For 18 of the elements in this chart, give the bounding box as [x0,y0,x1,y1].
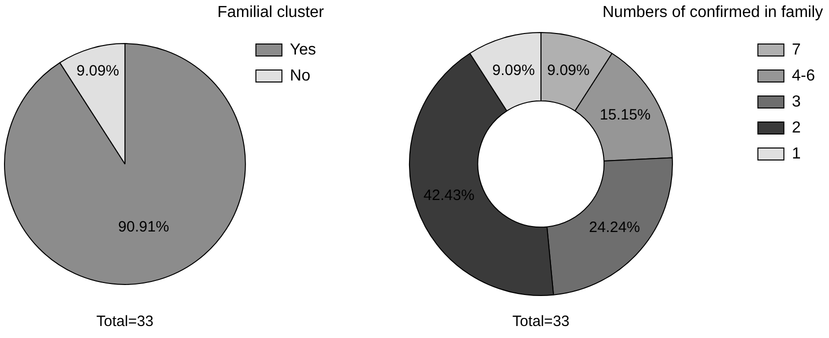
data-label: 9.09% [492,62,535,79]
legend-label: 2 [792,119,801,136]
legend-label: No [290,67,310,84]
text: Total=33 [512,313,570,330]
legend-label: 4-6 [792,67,816,84]
data-label: 9.09% [76,62,120,80]
data-label: 90.91% [118,218,170,236]
data-label: 42.43% [424,186,474,204]
data-label: 15.15% [600,106,651,124]
legend-title: Numbers of confirmed in family [602,4,823,22]
legend-title: Familial cluster [217,4,324,22]
legend-label: 7 [792,41,801,58]
text: Total=33 [96,313,154,330]
data-label: 9.09% [547,62,590,79]
legend-label: 1 [792,145,801,162]
legend-label: Yes [290,41,316,58]
legend-label: 3 [792,93,801,110]
data-label: 24.24% [589,218,640,236]
